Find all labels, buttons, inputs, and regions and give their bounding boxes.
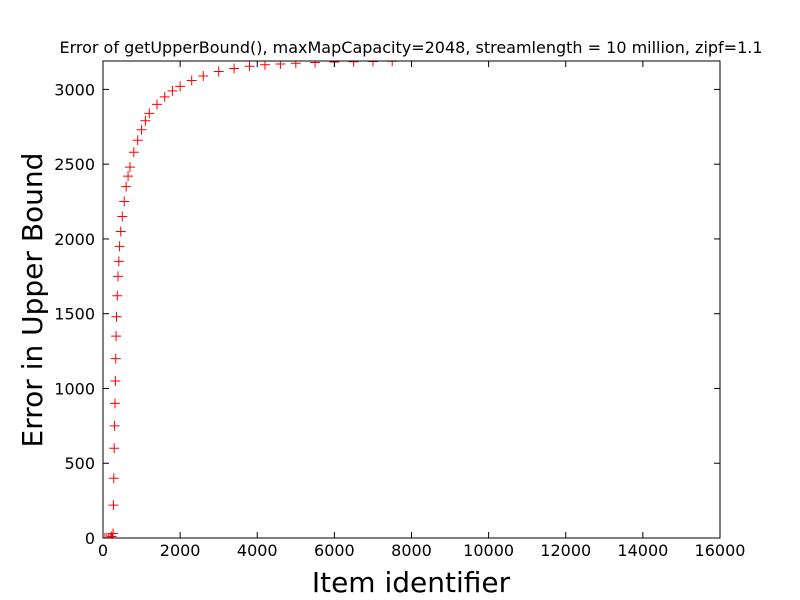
data-point [109,443,120,454]
data-point [108,500,119,511]
data-point [111,331,122,342]
data-point [103,533,112,538]
data-point [151,99,162,110]
data-point [110,375,121,386]
y-axis-label: Error in Upper Bound [16,153,49,448]
data-point [213,66,224,77]
chart-title: Error of getUpperBound(), maxMapCapacity… [59,38,762,57]
x-tick-label: 10000 [463,541,514,560]
data-point [128,147,139,158]
data-point [112,290,123,301]
data-point [108,528,119,538]
data-point [110,353,121,364]
data-point [140,115,151,126]
data-point [310,61,321,68]
y-tick-label: 3000 [54,80,95,99]
data-point [159,91,170,102]
data-point [167,85,178,96]
y-tick-label: 2000 [54,230,95,249]
x-tick-label: 0 [98,541,108,560]
data-point [123,171,134,182]
data-point [107,533,118,538]
y-tick-label: 500 [64,454,95,473]
x-axis-label: Item identifier [312,566,511,599]
data-point [103,533,110,538]
data-point [115,226,126,237]
data-point [275,61,286,69]
data-point [114,241,125,252]
x-tick-label: 2000 [160,541,201,560]
data-point [198,70,209,81]
data-point [113,256,124,267]
data-point [175,81,186,92]
data-point [108,473,119,484]
data-point [109,398,120,409]
x-tick-label: 14000 [617,541,668,560]
data-point [132,135,143,146]
y-tick-label: 0 [85,529,95,548]
data-point [121,181,132,192]
data-point [136,124,147,135]
data-point [244,61,255,72]
data-point [111,311,122,322]
x-tick-label: 12000 [540,541,591,560]
y-tick-label: 2500 [54,155,95,174]
data-point [290,61,301,69]
data-point [229,63,240,74]
data-point [117,211,128,222]
x-tick-label: 8000 [391,541,432,560]
data-point [105,533,116,538]
y-tick-label: 1000 [54,379,95,398]
y-tick-label: 1500 [54,305,95,324]
data-point [348,61,359,67]
data-point [124,162,135,173]
data-point [119,196,130,207]
x-tick-label: 4000 [237,541,278,560]
x-tick-label: 6000 [314,541,355,560]
data-point [109,420,120,431]
data-point [186,75,197,86]
x-tick-label: 16000 [695,541,746,560]
data-point [144,108,155,119]
data-point [113,271,124,282]
data-point [103,533,114,538]
